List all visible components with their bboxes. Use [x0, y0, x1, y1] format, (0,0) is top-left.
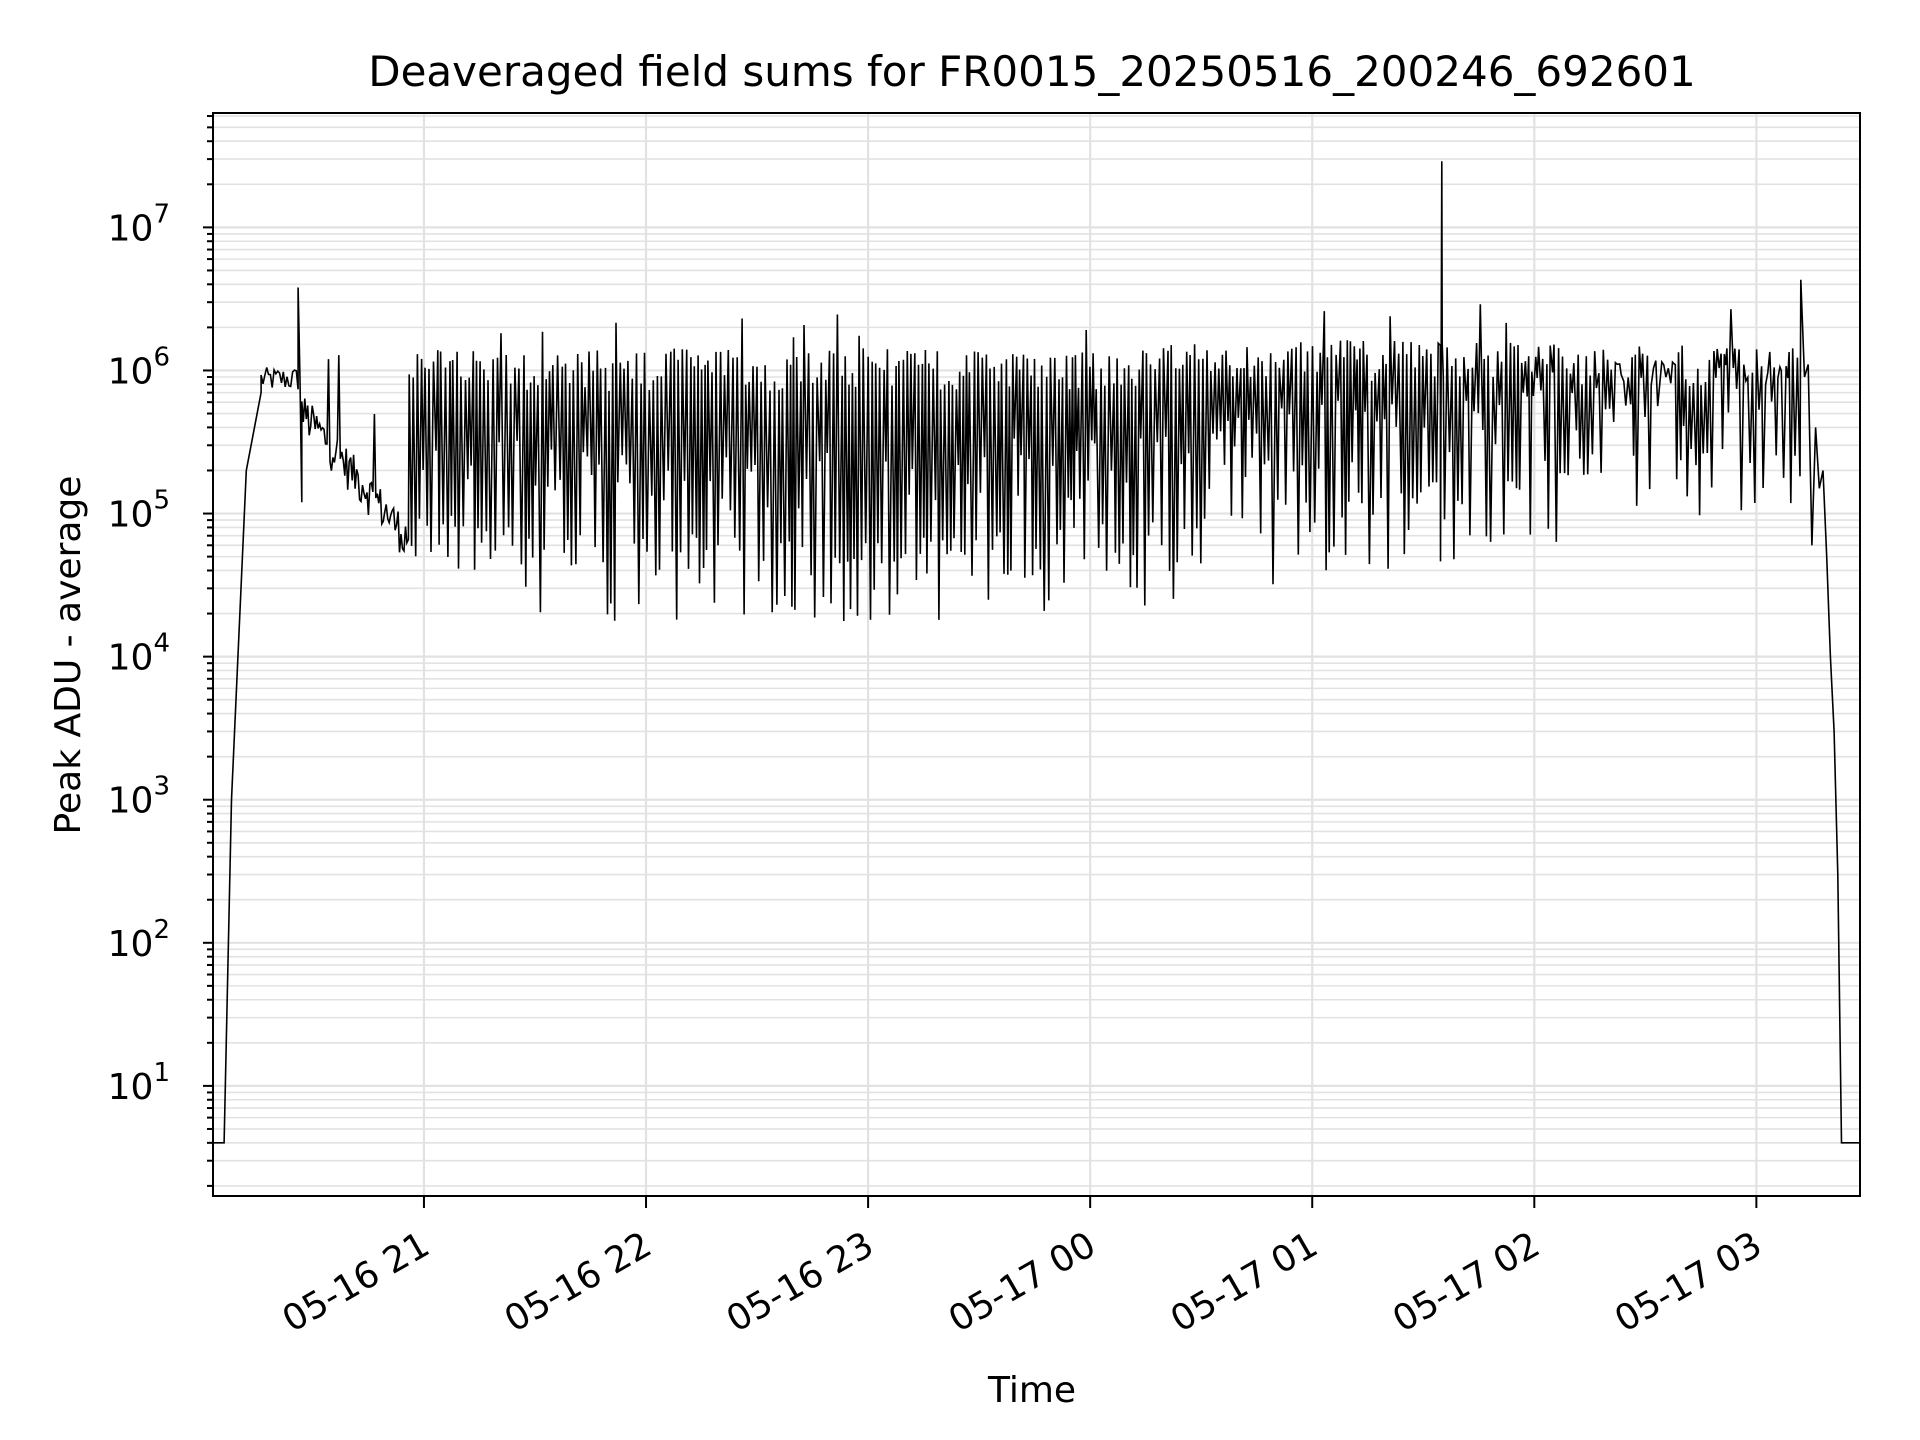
- y-tick-label: 103: [108, 772, 170, 822]
- y-axis-label: Peak ADU - average: [48, 476, 89, 835]
- y-tick-label: 101: [108, 1058, 170, 1108]
- y-tick-label: 106: [108, 342, 170, 392]
- y-tick-label: 104: [108, 629, 170, 679]
- y-tick-label: 105: [108, 486, 170, 536]
- plot-area: [213, 161, 1860, 1144]
- chart-title: Deaveraged field sums for FR0015_2025051…: [368, 47, 1696, 96]
- grid: [213, 113, 1860, 1196]
- y-axis: 101 102 103 104 105 106 107: [108, 115, 213, 1187]
- axes-frame: [212, 112, 1861, 1197]
- y-tick-label: 102: [108, 915, 170, 965]
- series-line: [213, 161, 1860, 1144]
- x-axis-label: Time: [987, 1370, 1076, 1411]
- y-tick-label: 107: [108, 199, 170, 249]
